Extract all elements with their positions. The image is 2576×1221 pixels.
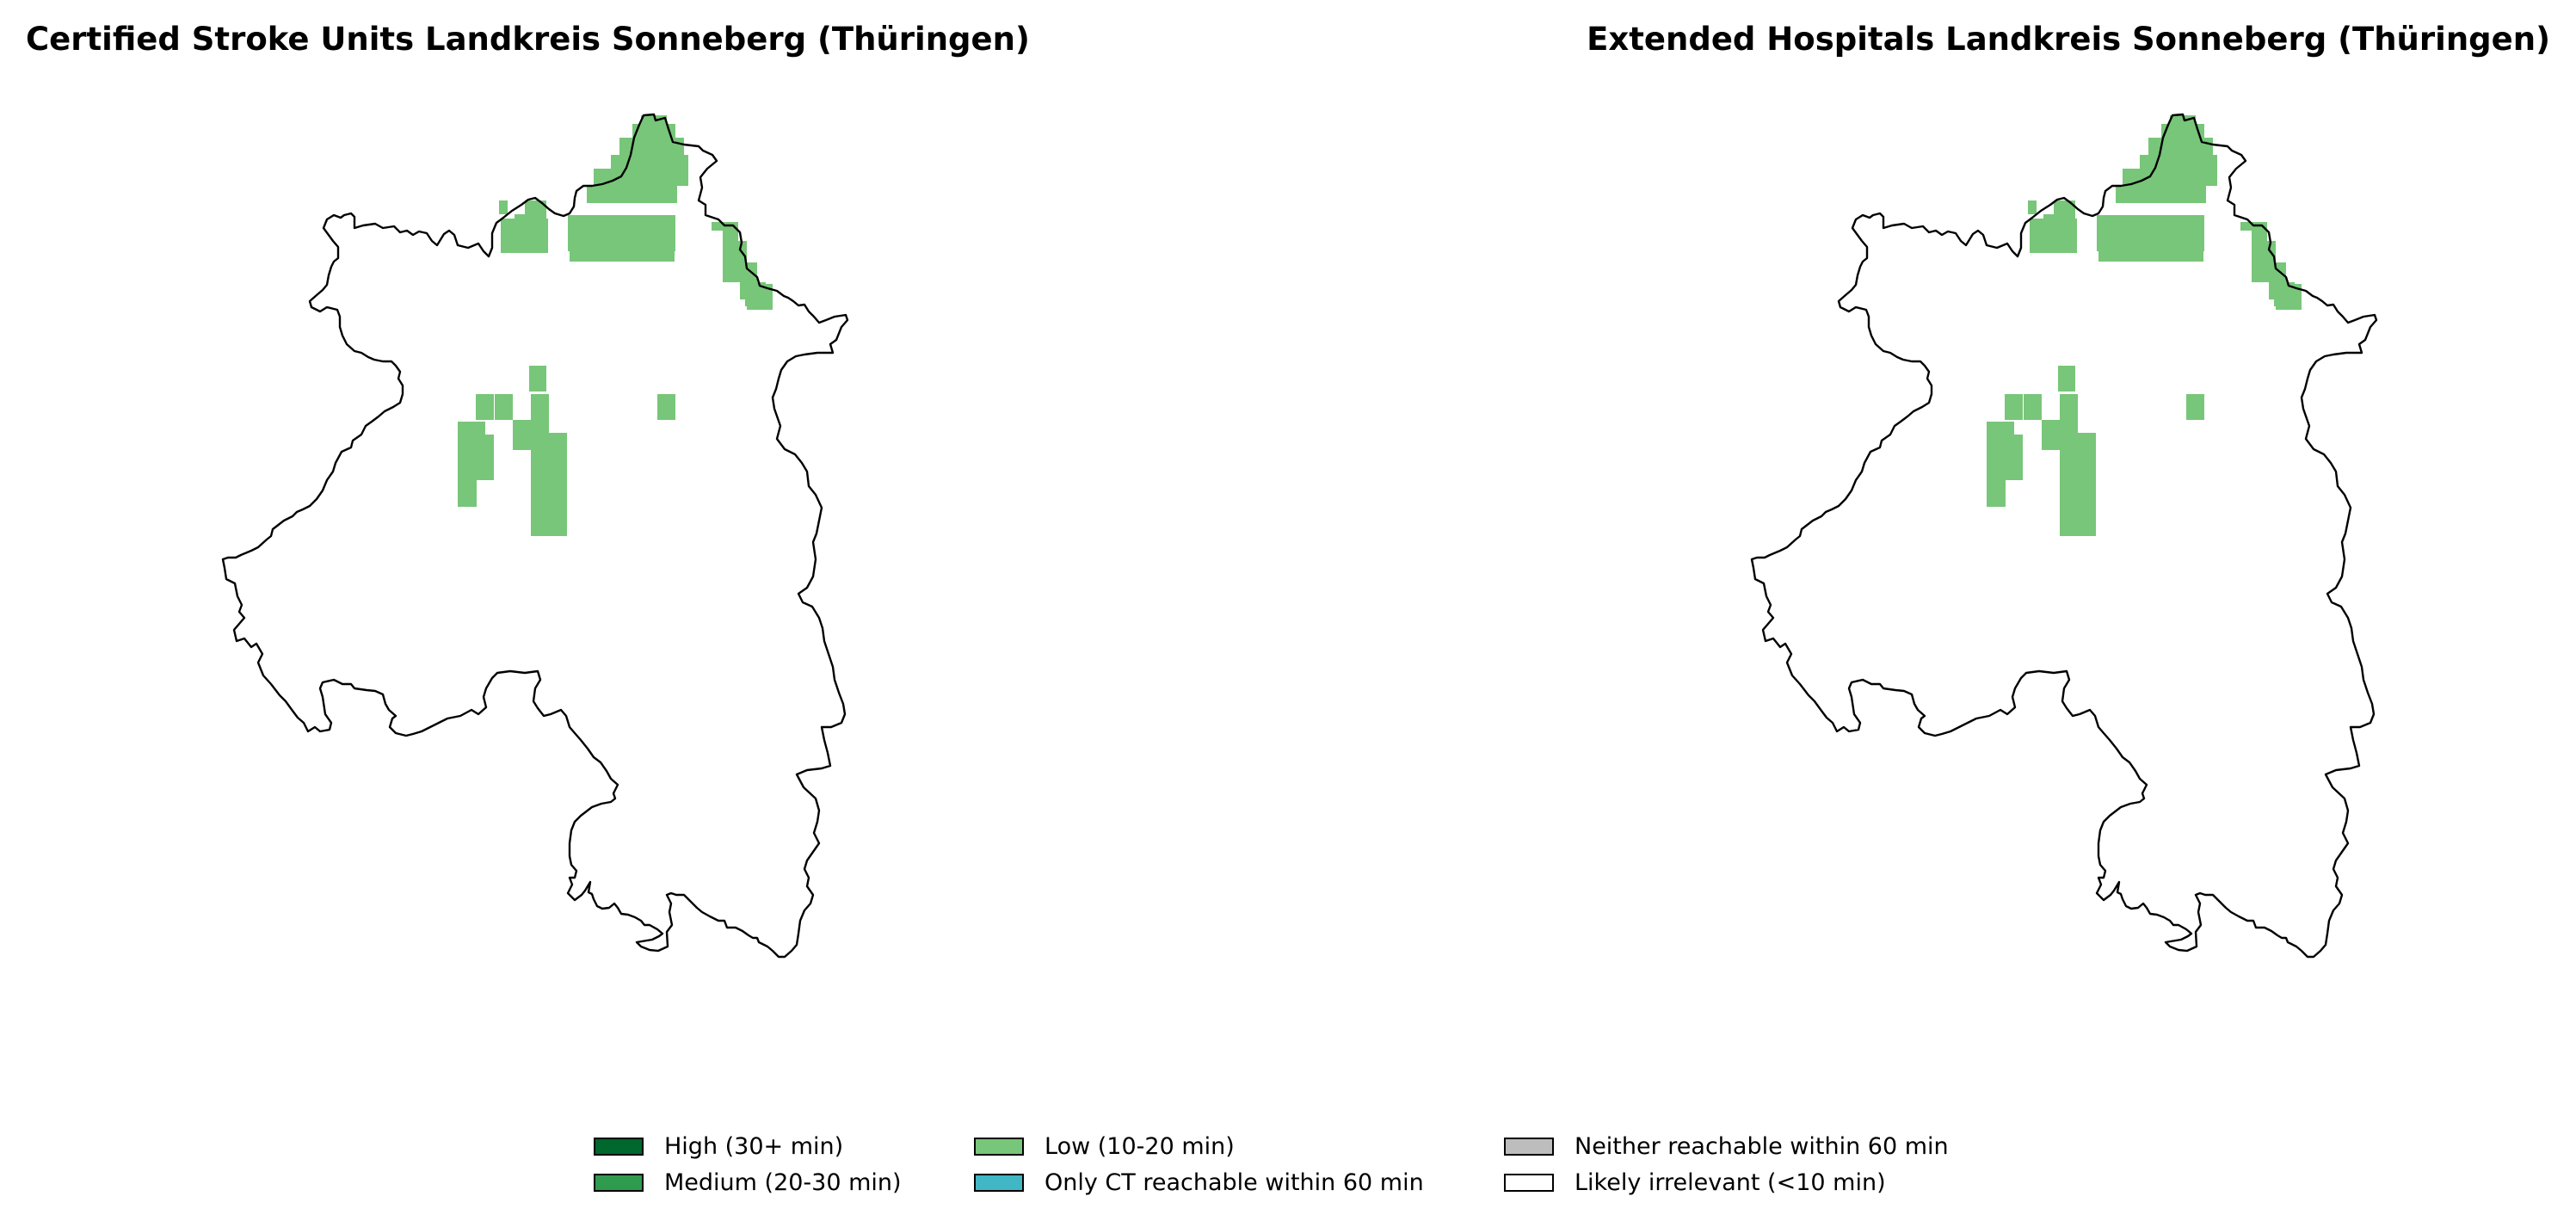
stroke-units-map	[221, 113, 849, 959]
low-priority-cell	[745, 286, 764, 306]
low-priority-cell	[568, 215, 675, 230]
low-priority-cell	[570, 251, 675, 262]
low-priority-cell	[458, 478, 477, 492]
low-priority-cell	[2060, 450, 2096, 474]
low-priority-cell	[738, 241, 747, 282]
low-priority-cell	[2116, 186, 2206, 203]
legend-swatch-irrelevant	[1504, 1173, 1554, 1192]
low-priority-cell	[2005, 435, 2023, 441]
low-priority-cell	[2148, 138, 2213, 155]
low-priority-cell	[476, 450, 494, 480]
low-priority-cell	[1987, 492, 2006, 507]
legend-item-irrelevant: Likely irrelevant (<10 min)	[1504, 1168, 1886, 1197]
right-map-title: Extended Hospitals Landkreis Sonneberg (…	[1587, 21, 2550, 58]
legend-swatch-medium	[594, 1173, 644, 1192]
low-priority-cell	[1987, 478, 2006, 492]
low-priority-cell	[2267, 241, 2276, 282]
low-priority-cell	[723, 222, 738, 282]
legend-label-medium: Medium (20-30 min)	[664, 1169, 902, 1196]
low-priority-cell	[2060, 394, 2078, 420]
low-priority-cell	[2097, 230, 2204, 251]
low-priority-cell	[476, 435, 494, 441]
low-priority-cell	[1987, 459, 2006, 480]
low-priority-cell	[594, 169, 688, 186]
low-priority-cell	[525, 200, 546, 214]
legend-label-neither: Neither reachable within 60 min	[1575, 1132, 1949, 1160]
low-priority-cell	[531, 394, 549, 420]
low-priority-cells	[458, 115, 773, 536]
low-priority-cell	[531, 474, 567, 490]
low-priority-cell	[2060, 505, 2096, 521]
low-priority-cell	[499, 200, 508, 214]
low-priority-cell	[458, 459, 477, 480]
low-priority-cell	[641, 115, 667, 124]
low-priority-cell	[2240, 222, 2253, 231]
low-priority-cell	[657, 394, 675, 420]
legend-swatch-neither	[1504, 1137, 1554, 1156]
low-priority-cell	[2274, 286, 2293, 306]
low-priority-cell	[2060, 474, 2096, 490]
legend-item-neither: Neither reachable within 60 min	[1504, 1132, 1949, 1161]
low-priority-cell	[2060, 490, 2096, 505]
low-priority-cell	[2042, 433, 2060, 450]
low-priority-cell	[458, 422, 485, 437]
low-priority-cell	[2161, 124, 2204, 138]
legend: High (30+ min) Medium (20-30 min) Low (1…	[594, 1132, 2005, 1218]
low-priority-cell	[2186, 394, 2204, 420]
district-boundary	[221, 113, 849, 959]
legend-item-medium: Medium (20-30 min)	[594, 1168, 902, 1197]
low-priority-cell	[568, 230, 675, 251]
low-priority-cell	[2042, 420, 2078, 433]
low-priority-cell	[2123, 169, 2217, 186]
low-priority-cell	[531, 450, 567, 474]
low-priority-cell	[531, 490, 567, 505]
low-priority-cell	[531, 505, 567, 521]
low-priority-cell	[2098, 251, 2203, 262]
low-priority-cell	[495, 394, 513, 420]
low-priority-cell	[1987, 437, 2006, 459]
low-priority-cell	[1987, 422, 2014, 437]
legend-swatch-low	[974, 1137, 1024, 1156]
low-priority-cell	[513, 420, 549, 433]
low-priority-cell	[513, 433, 531, 450]
legend-swatch-high	[594, 1137, 644, 1156]
legend-swatch-ct-only	[974, 1173, 1024, 1192]
low-priority-cell	[2060, 433, 2096, 450]
low-priority-cell	[2170, 115, 2196, 124]
legend-label-high: High (30+ min)	[664, 1132, 844, 1160]
legend-item-ct-only: Only CT reachable within 60 min	[974, 1168, 1424, 1197]
low-priority-cell	[2140, 155, 2217, 169]
low-priority-cell	[712, 222, 724, 231]
low-priority-cell	[2252, 222, 2267, 282]
low-priority-cell	[2005, 394, 2023, 420]
legend-label-ct-only: Only CT reachable within 60 min	[1045, 1169, 1424, 1196]
low-priority-cell	[476, 394, 494, 420]
legend-label-low: Low (10-20 min)	[1045, 1132, 1235, 1160]
legend-item-high: High (30+ min)	[594, 1132, 843, 1161]
low-priority-cell	[611, 155, 688, 169]
low-priority-cell	[2005, 450, 2023, 480]
low-priority-cell	[2060, 521, 2096, 536]
low-priority-cell	[458, 492, 477, 507]
district-boundary	[1750, 113, 2378, 959]
low-priority-cell	[501, 219, 548, 253]
low-priority-cell	[2030, 219, 2077, 253]
low-priority-cell	[531, 521, 567, 536]
legend-item-low: Low (10-20 min)	[974, 1132, 1235, 1161]
low-priority-cell	[531, 433, 567, 450]
low-priority-cell	[2054, 200, 2075, 214]
low-priority-cell	[619, 138, 684, 155]
left-map-title: Certified Stroke Units Landkreis Sonnebe…	[26, 21, 1030, 58]
low-priority-cell	[529, 366, 546, 392]
low-priority-cell	[458, 437, 477, 459]
extended-hospitals-map	[1750, 113, 2378, 959]
low-priority-cell	[2024, 394, 2042, 420]
low-priority-cell	[2028, 200, 2037, 214]
low-priority-cell	[632, 124, 675, 138]
low-priority-cell	[2097, 215, 2204, 230]
low-priority-cell	[587, 186, 677, 203]
legend-label-irrelevant: Likely irrelevant (<10 min)	[1575, 1169, 1886, 1196]
low-priority-cell	[2058, 366, 2075, 392]
